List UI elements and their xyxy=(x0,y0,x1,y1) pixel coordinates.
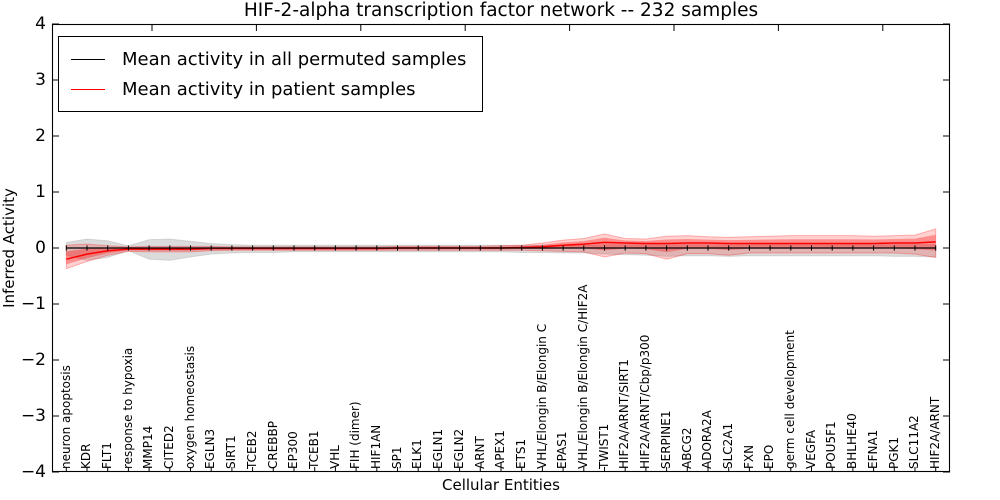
y-tick-label: −1 xyxy=(20,294,46,314)
x-tick-label: SERPINE1 xyxy=(658,410,673,469)
x-tick-label: ADORA2A xyxy=(700,410,715,469)
x-tick-label: SIRT1 xyxy=(224,435,239,469)
x-tick-label: EFNA1 xyxy=(865,429,880,469)
x-tick-label: HIF2A/ARNT xyxy=(927,396,942,469)
x-tick-label: HIF2A/ARNT/Cbp/p300 xyxy=(638,334,653,469)
axes-frame xyxy=(51,23,951,473)
legend-item-patient: Mean activity in patient samples xyxy=(71,74,466,104)
x-tick-label: TCEB1 xyxy=(306,430,321,469)
x-tick-label: VHL/Elongin B/Elongin C/HIF2A xyxy=(576,284,590,469)
y-tick-label: 4 xyxy=(35,14,46,34)
x-tick-label: FIH (dimer) xyxy=(348,401,363,469)
legend-line-sample-black xyxy=(71,58,105,60)
y-tick-label: 3 xyxy=(35,70,46,90)
x-tick-label: TCEB2 xyxy=(244,430,259,469)
x-tick-label: VHL xyxy=(327,445,342,469)
x-tick-label: EGLN2 xyxy=(451,428,466,469)
x-tick-label: neuron apoptosis xyxy=(58,365,73,469)
x-tick-label: SP1 xyxy=(389,446,404,470)
band-patient-inner xyxy=(66,234,936,265)
x-tick-label: response to hypoxia xyxy=(120,347,135,469)
x-tick-label: CITED2 xyxy=(162,425,176,469)
x-tick-label: ARNT xyxy=(472,436,487,469)
x-tick-label: APEX1 xyxy=(493,430,508,469)
x-tick-label: EP300 xyxy=(286,431,301,469)
x-tick-label: EPAS1 xyxy=(555,431,570,469)
x-tick-label: EPO xyxy=(762,444,777,469)
x-tick-label: TWIST1 xyxy=(596,423,611,469)
legend-item-permuted: Mean activity in all permuted samples xyxy=(71,44,466,74)
chart-title: HIF-2-alpha transcription factor network… xyxy=(243,0,759,21)
x-tick-label: KDR xyxy=(79,443,94,469)
x-tick-label: FXN xyxy=(741,444,756,469)
x-tick-label: germ cell development xyxy=(783,330,797,469)
x-tick-label: VEGFA xyxy=(803,429,818,469)
x-tick-label: EGLN3 xyxy=(203,428,218,469)
x-tick-label: oxygen homeostasis xyxy=(182,345,197,469)
x-tick-label: ABCG2 xyxy=(679,427,694,469)
x-tick-label: SLC11A2 xyxy=(907,415,922,469)
y-tick-label: 0 xyxy=(35,238,46,258)
plot-area: Mean activity in all permuted samples Me… xyxy=(51,23,951,473)
x-tick-label: VHL/Elongin B/Elongin C xyxy=(534,323,549,469)
y-tick-label: −2 xyxy=(20,350,46,370)
x-tick-label: CREBBP xyxy=(265,421,280,469)
x-tick-label: ETS1 xyxy=(513,438,528,469)
x-tick-label: EGLN1 xyxy=(431,428,446,469)
x-tick-label: ELK1 xyxy=(410,439,425,469)
y-tick-label: 2 xyxy=(35,126,46,146)
y-tick-label: −3 xyxy=(20,406,46,426)
legend-line-sample-red xyxy=(71,88,105,90)
x-tick-label: SLC2A1 xyxy=(720,422,735,469)
legend-label-permuted: Mean activity in all permuted samples xyxy=(122,48,467,70)
legend-label-patient: Mean activity in patient samples xyxy=(122,78,416,100)
x-tick-label: PGK1 xyxy=(886,436,901,469)
x-tick-label: MMP14 xyxy=(141,425,156,469)
x-axis-label: Cellular Entities xyxy=(442,476,560,494)
y-tick-label: 1 xyxy=(35,182,46,202)
chart-canvas xyxy=(51,23,951,473)
x-tick-label: FLT1 xyxy=(99,442,114,469)
legend: Mean activity in all permuted samples Me… xyxy=(58,36,484,112)
y-tick-label: −4 xyxy=(20,462,46,482)
x-tick-label: BHLHE40 xyxy=(845,413,860,469)
x-tick-label: POU5F1 xyxy=(824,421,839,469)
x-tick-label: HIF2A/ARNT/SIRT1 xyxy=(617,359,632,469)
x-tick-label: HIF1AN xyxy=(369,424,383,469)
